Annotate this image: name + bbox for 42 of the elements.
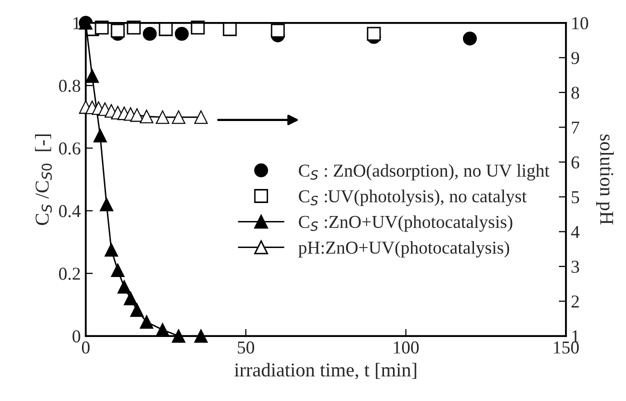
- y2-tick-label: 10: [572, 17, 588, 30]
- y-tick-label: 0.8: [59, 80, 80, 92]
- point: [117, 280, 131, 294]
- point: [111, 264, 125, 278]
- y2-tick-label: 5: [572, 191, 580, 204]
- point: [104, 243, 118, 257]
- x-tick-label: 150: [554, 341, 579, 354]
- y2-tick-label: 4: [571, 226, 580, 238]
- point: [110, 24, 125, 38]
- point: [130, 303, 144, 317]
- point: [124, 292, 138, 306]
- point: [85, 69, 99, 83]
- y-axis-title: C$_{S}$ /C$_{S0}$ [-]: [35, 134, 52, 226]
- x-tick-label: 0: [82, 341, 90, 354]
- point: [142, 26, 157, 41]
- legend-label: pH:ZnO+UV(photocatalysis): [298, 241, 510, 258]
- x-tick-label: 50: [238, 341, 254, 354]
- point: [270, 24, 285, 38]
- point: [194, 329, 208, 343]
- x-axis-title: irradiation time, t [min]: [234, 362, 416, 380]
- point: [100, 198, 114, 212]
- y-tick-label: 0.4: [59, 205, 81, 218]
- y-tick-label: 0.2: [59, 268, 80, 280]
- y-tick-label: 0.6: [59, 142, 80, 155]
- y-tick-label: 1: [73, 17, 80, 30]
- point: [174, 26, 189, 41]
- y2-tick-label: 6: [572, 156, 580, 168]
- point: [462, 32, 477, 46]
- x-tick-label: 100: [394, 341, 419, 354]
- y2-tick-label: 7: [572, 122, 580, 134]
- legend-label: C$_{S}$ : ZnO(adsorption), no UV light: [298, 164, 550, 180]
- point: [366, 26, 381, 41]
- y2-tick-label: 3: [572, 260, 580, 273]
- point: [140, 315, 154, 329]
- legend-label: C$_{S}$ :UV(photolysis), no catalyst: [298, 190, 527, 206]
- y2-axis-title: solution pH: [596, 134, 614, 225]
- point: [93, 128, 107, 142]
- y-tick-label: 0: [72, 330, 80, 342]
- y2-tick-label: 9: [571, 52, 580, 64]
- legend-label: C$_{S}$ :ZnO+UV(photocatalysis): [298, 215, 512, 232]
- y2-tick-label: 2: [572, 296, 579, 308]
- y2-tick-label: 8: [571, 86, 580, 99]
